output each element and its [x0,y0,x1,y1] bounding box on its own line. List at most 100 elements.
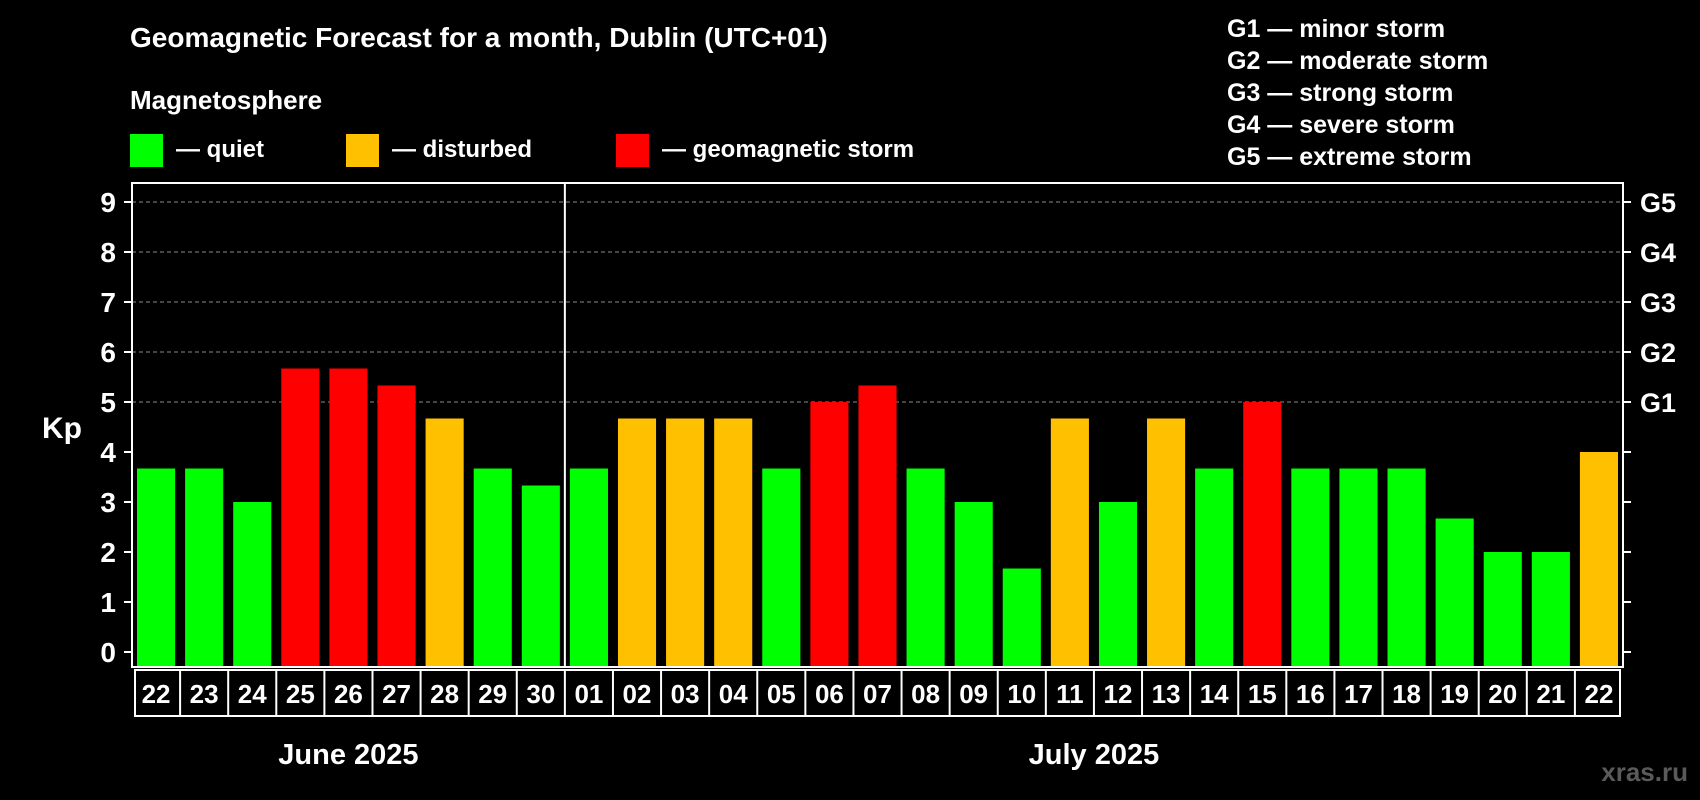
date-label: 23 [190,679,219,709]
legend-label-storm: — geomagnetic storm [662,136,914,163]
bar-16 [906,468,945,667]
bar-13 [762,468,801,667]
storm-scale-legend: G1 — minor storm G2 — moderate storm G3 … [1227,15,1488,171]
legend-label-disturbed: — disturbed [392,136,532,163]
date-label: 13 [1152,679,1181,709]
chart-title: Geomagnetic Forecast for a month, Dublin… [130,22,828,53]
y-tick-label: 2 [100,537,116,568]
month-label-0: June 2025 [278,739,418,771]
y-tick-label: 1 [100,587,116,618]
legend: — quiet — disturbed — geomagnetic storm [130,134,914,167]
date-label: 22 [142,679,171,709]
bar-29 [1531,552,1570,667]
bar-19 [1050,418,1089,667]
storm-scale-g1: G1 — minor storm [1227,15,1445,43]
date-label: 22 [1584,679,1613,709]
storm-level-label: G5 [1640,188,1676,218]
storm-scale-g5: G5 — extreme storm [1227,143,1472,171]
y-tick-label: 0 [100,637,116,668]
bar-5 [377,385,416,667]
bar-25 [1339,468,1378,667]
bar-9 [569,468,608,667]
y-tick-label: 5 [100,387,116,418]
date-label: 04 [719,679,748,709]
y-tick-label: 3 [100,487,116,518]
bar-12 [714,418,753,667]
bar-4 [329,368,368,667]
bar-30 [1579,452,1618,667]
date-label: 16 [1296,679,1325,709]
date-label: 03 [671,679,700,709]
legend-swatch-quiet [130,134,163,167]
date-label: 12 [1104,679,1133,709]
y-tick-label: 6 [100,337,116,368]
date-label: 29 [478,679,507,709]
legend-title: Magnetosphere [130,85,322,115]
bar-15 [858,385,897,667]
bar-1 [185,468,224,667]
storm-level-label: G4 [1640,238,1676,268]
storm-scale-g3: G3 — strong storm [1227,79,1453,107]
plot-frame [131,182,1624,668]
bar-6 [425,418,464,667]
bar-21 [1147,418,1186,667]
bar-17 [954,502,993,667]
month-label-1: July 2025 [1029,739,1160,771]
date-label: 30 [526,679,555,709]
y-tick-label: 4 [100,437,116,468]
bar-22 [1195,468,1234,667]
date-label: 24 [238,679,267,709]
date-label: 10 [1007,679,1036,709]
date-label: 18 [1392,679,1421,709]
date-label: 17 [1344,679,1373,709]
date-label: 14 [1200,679,1229,709]
date-label: 26 [334,679,363,709]
bar-24 [1291,468,1330,667]
bar-27 [1435,518,1474,667]
bar-20 [1098,502,1138,667]
watermark: xras.ru [1601,757,1688,787]
y-tick-label: 8 [100,237,116,268]
bar-2 [233,502,272,667]
y-tick-label: 9 [100,187,116,218]
storm-scale-g2: G2 — moderate storm [1227,47,1488,75]
bar-11 [666,418,705,667]
bar-10 [617,418,657,667]
storm-level-label: G3 [1640,288,1676,318]
date-label: 08 [911,679,940,709]
bar-26 [1387,468,1426,667]
y-tick-label: 7 [100,287,116,318]
storm-scale-g4: G4 — severe storm [1227,111,1455,139]
bar-23 [1243,402,1282,667]
legend-swatch-storm [616,134,649,167]
bar-14 [810,402,849,667]
date-label: 20 [1488,679,1517,709]
date-label: 09 [959,679,988,709]
date-label: 25 [286,679,315,709]
storm-level-label: G2 [1640,338,1676,368]
date-label: 21 [1536,679,1565,709]
bar-8 [521,485,560,667]
date-label: 07 [863,679,892,709]
storm-level-label: G1 [1640,388,1676,418]
bar-0 [137,468,176,667]
date-label: 05 [767,679,796,709]
date-label: 02 [623,679,652,709]
legend-label-quiet: — quiet [176,136,264,163]
date-label: 01 [574,679,603,709]
date-label: 19 [1440,679,1469,709]
bar-7 [473,468,512,667]
bar-28 [1483,552,1522,667]
date-label: 15 [1248,679,1277,709]
date-label: 28 [430,679,459,709]
legend-swatch-disturbed [346,134,379,167]
date-label: 06 [815,679,844,709]
y-axis-label: Kp [42,412,82,445]
bar-3 [281,368,320,667]
date-label: 27 [382,679,411,709]
bar-18 [1002,568,1041,667]
date-label: 11 [1056,679,1084,709]
date-row-frame [134,669,1621,717]
